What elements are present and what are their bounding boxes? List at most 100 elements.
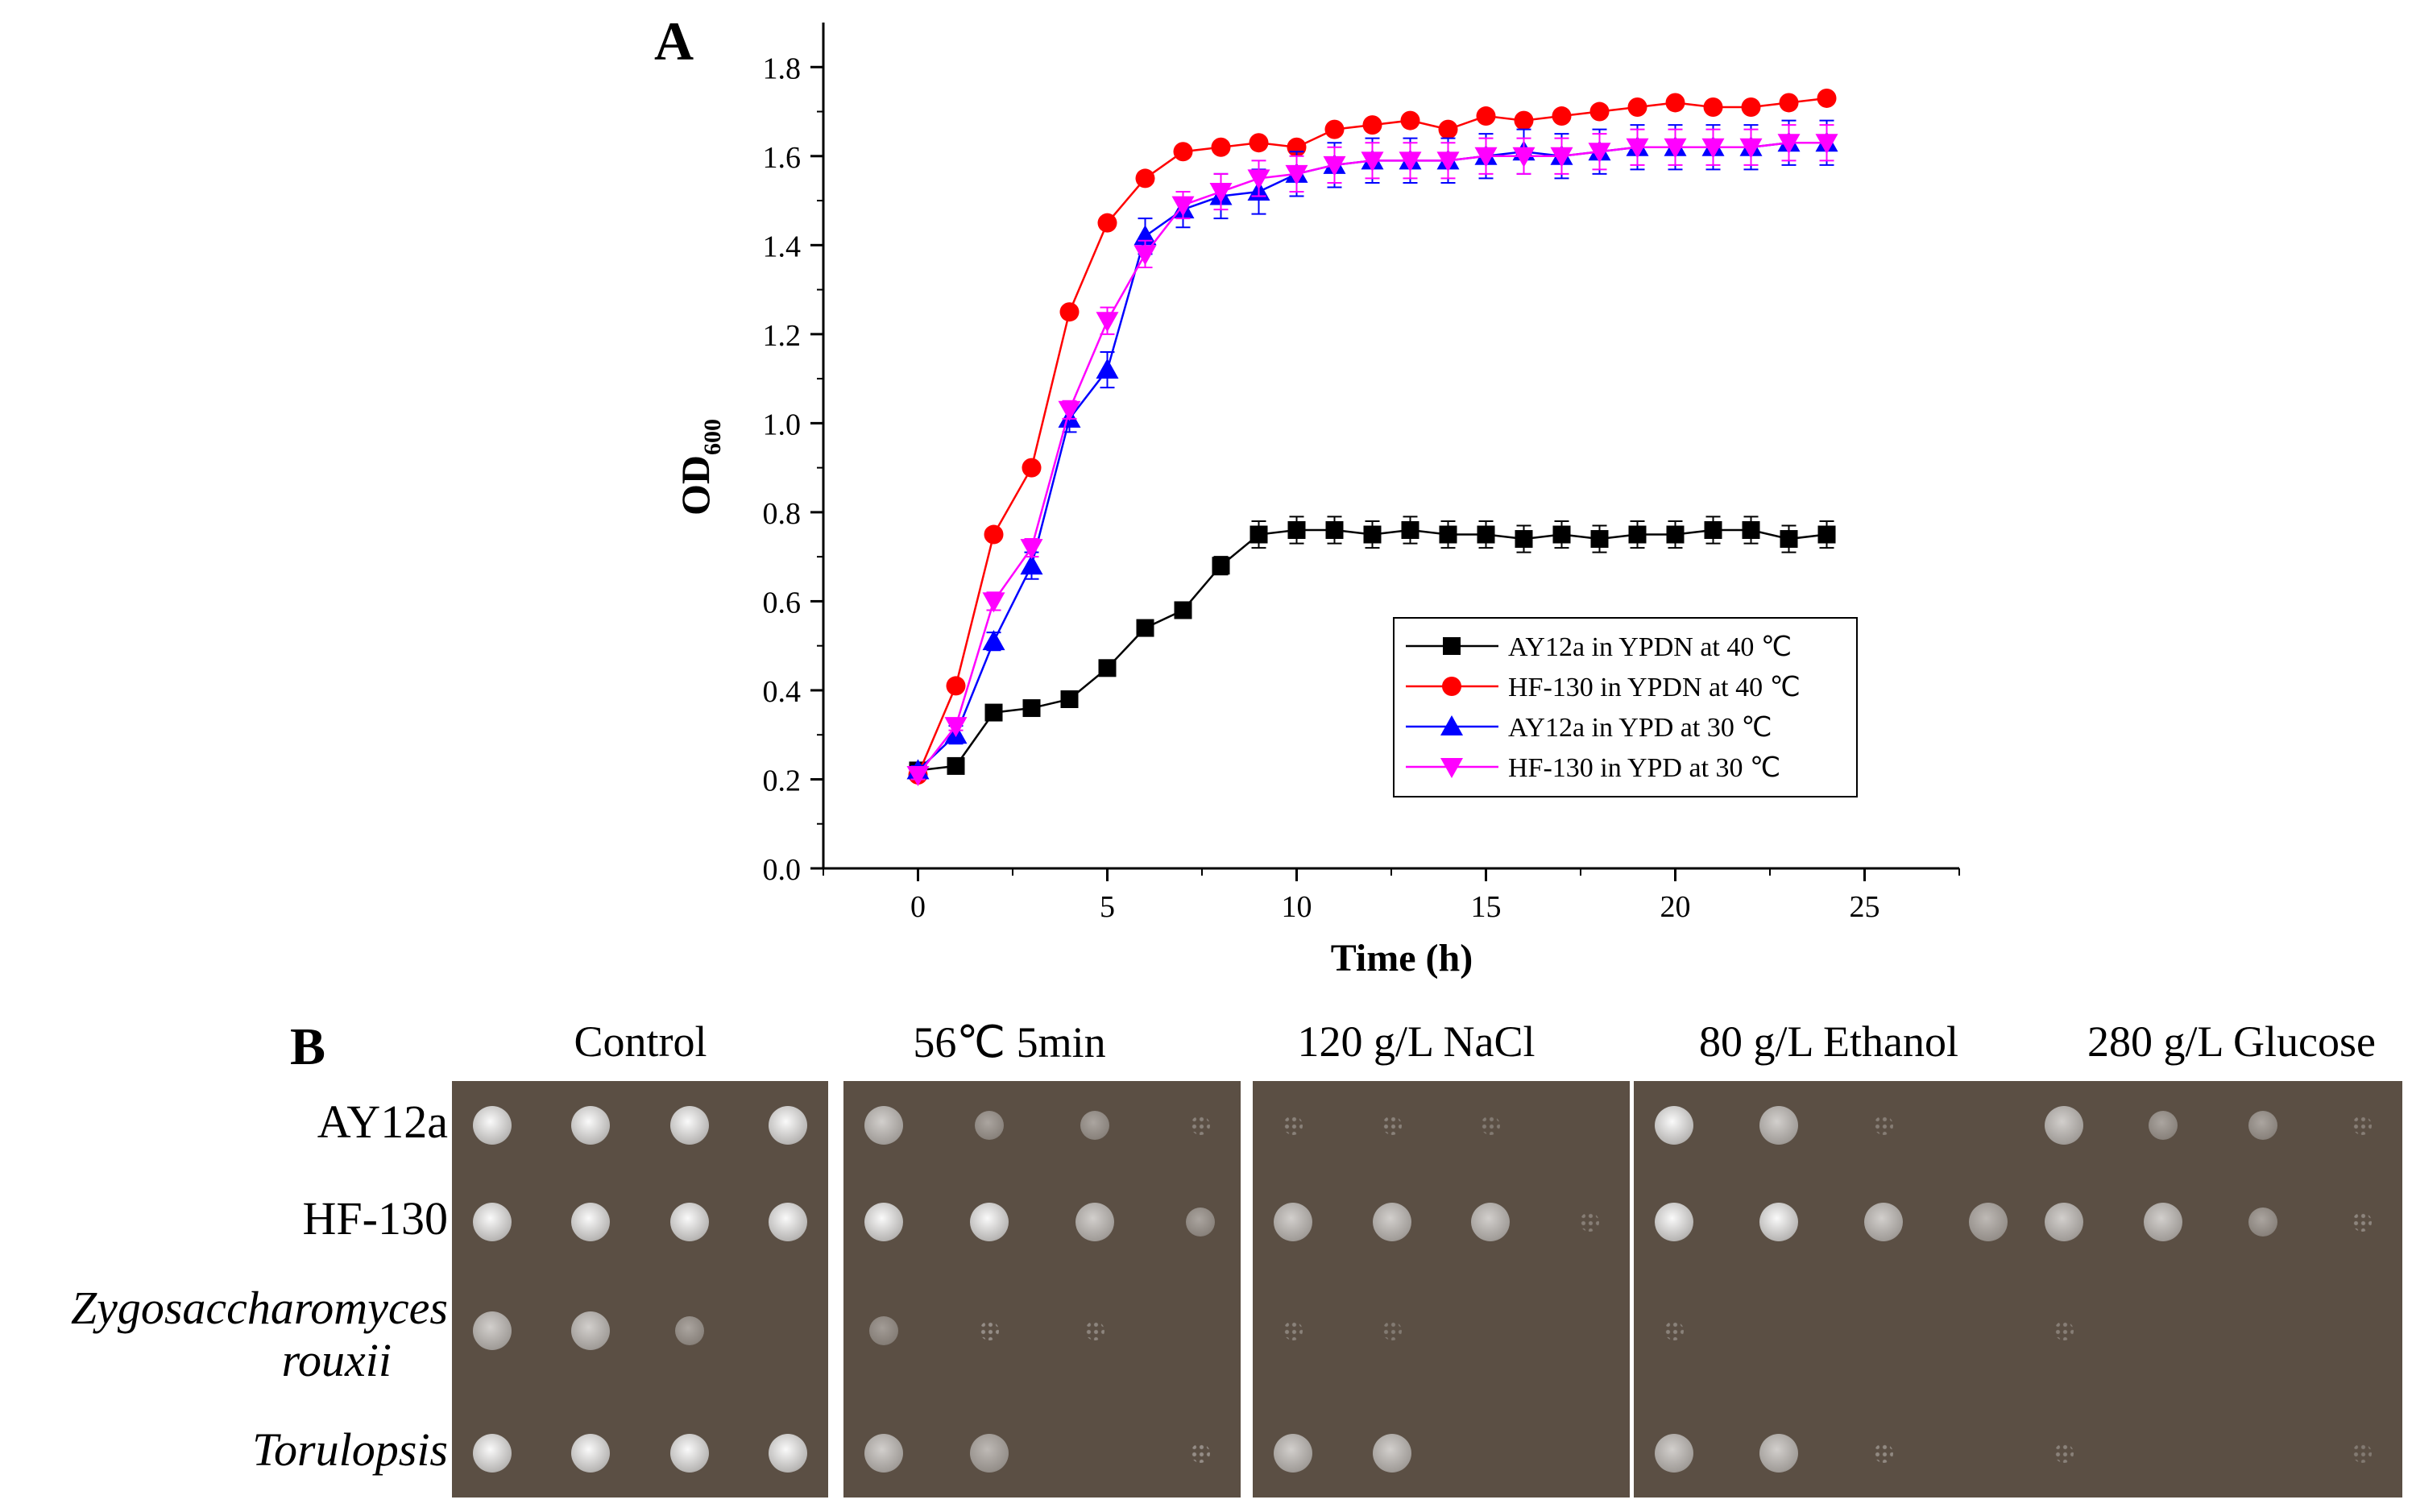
colony-spot xyxy=(1372,1434,1411,1473)
data-point xyxy=(1512,147,1535,168)
data-point xyxy=(1400,110,1420,130)
y-axis-label-sub: 600 xyxy=(699,419,726,455)
colony-spot xyxy=(571,1311,611,1350)
data-point xyxy=(1249,133,1269,153)
data-point xyxy=(1514,110,1534,130)
colony-spot xyxy=(669,1203,709,1241)
data-point xyxy=(1209,183,1233,203)
colony-spot xyxy=(571,1434,611,1473)
x-tick-label: 20 xyxy=(1660,890,1691,924)
data-point xyxy=(1020,554,1043,575)
colony-spot xyxy=(473,1434,512,1473)
y-tick-label: 1.4 xyxy=(763,230,802,263)
growth-curve-chart: 0.0 0.2 0.4 0.6 0.8 1.0 1.2 1.4 1.6 1.8 0 5 10 15 20 2… xyxy=(673,23,1960,980)
data-point xyxy=(944,717,968,738)
condition-label: 80 g/L Ethanol xyxy=(1699,1017,1958,1066)
agar-plate xyxy=(452,1081,828,1498)
data-point xyxy=(1174,601,1192,619)
colony-spot xyxy=(1372,1203,1411,1241)
panel-b-letter: B xyxy=(290,1017,326,1076)
strain-label: AY12a xyxy=(317,1096,448,1148)
colony-spot xyxy=(1274,1203,1312,1241)
data-point xyxy=(1477,525,1495,544)
colony-spot xyxy=(970,1203,1009,1241)
data-point xyxy=(1550,147,1573,168)
data-point xyxy=(1439,525,1457,544)
legend-marker xyxy=(1443,637,1461,655)
data-point xyxy=(1250,525,1268,544)
data-point xyxy=(1588,143,1611,164)
colony-spot xyxy=(1969,1203,2008,1241)
data-point xyxy=(1059,302,1080,322)
colony-spot xyxy=(2248,1111,2277,1140)
condition-label: 56℃ 5min xyxy=(913,1018,1106,1067)
data-point xyxy=(1324,119,1345,139)
svg-text:OD600: OD600 xyxy=(673,419,726,516)
colony-spot xyxy=(1655,1106,1693,1145)
colony-spot xyxy=(970,1434,1009,1473)
colony-spot xyxy=(1759,1434,1798,1473)
data-point xyxy=(1742,521,1760,539)
strain-label: HF-130 xyxy=(302,1192,448,1245)
data-point xyxy=(1438,119,1458,139)
condition-label: 120 g/L NaCl xyxy=(1297,1017,1535,1066)
data-point xyxy=(1628,525,1647,544)
legend-label: AY12a in YPDN at 40 ℃ xyxy=(1508,632,1792,662)
colony-spot xyxy=(669,1434,709,1473)
data-point xyxy=(1780,530,1798,549)
series-4 xyxy=(906,124,1838,786)
colony-spot xyxy=(864,1434,903,1473)
agar-plate xyxy=(1634,1081,2029,1498)
y-axis-label: OD600 xyxy=(673,419,726,516)
data-point xyxy=(1666,525,1685,544)
colony-spot xyxy=(473,1311,512,1350)
strain-label: Zygosaccharomyces rouxii xyxy=(0,1282,448,1387)
colony-spot xyxy=(2248,1208,2277,1237)
colony-spot xyxy=(1864,1203,1903,1241)
colony-spot xyxy=(769,1203,807,1241)
colony-spot xyxy=(1382,1321,1402,1340)
data-point xyxy=(1287,521,1306,539)
data-point xyxy=(1703,97,1723,117)
x-tick-label: 5 xyxy=(1100,890,1115,924)
colony-spot xyxy=(2054,1321,2074,1340)
colony-spot xyxy=(769,1434,807,1473)
y-tick-label: 1.0 xyxy=(763,408,802,441)
data-point xyxy=(1590,530,1609,549)
y-tick-label: 0.2 xyxy=(763,764,802,797)
colony-spot xyxy=(1085,1321,1104,1340)
agar-plate xyxy=(2024,1081,2402,1498)
x-tick-label: 0 xyxy=(910,890,926,924)
colony-spot xyxy=(1080,1111,1109,1140)
data-point xyxy=(1815,134,1838,155)
data-point xyxy=(1779,93,1799,113)
data-point xyxy=(1741,97,1761,117)
data-point xyxy=(1325,521,1344,539)
colony-spot xyxy=(2045,1106,2083,1145)
data-point xyxy=(1664,138,1687,159)
condition-label: Control xyxy=(574,1017,707,1066)
colony-spot xyxy=(1283,1116,1303,1135)
data-point xyxy=(1777,134,1801,155)
colony-spot xyxy=(1382,1116,1402,1135)
colony-spot xyxy=(1075,1203,1114,1241)
data-point xyxy=(1552,106,1572,126)
colony-spot xyxy=(1186,1208,1215,1237)
colony-spot xyxy=(2352,1212,2372,1232)
chart-legend: AY12a in YPDN at 40 ℃ HF-130 in YPDN at 4… xyxy=(1393,617,1858,797)
data-point xyxy=(984,524,1004,545)
data-point xyxy=(1173,142,1193,162)
data-point xyxy=(1701,138,1725,159)
colony-spot xyxy=(571,1203,611,1241)
data-point xyxy=(906,765,930,786)
legend-marker xyxy=(1440,758,1463,778)
y-axis-label-main: OD xyxy=(673,455,718,516)
strain-label-line: Zygosaccharomyces xyxy=(70,1282,448,1334)
data-point xyxy=(1133,245,1157,266)
data-point xyxy=(1436,151,1460,172)
colony-spot xyxy=(2149,1111,2178,1140)
data-point xyxy=(1552,525,1571,544)
colony-spot xyxy=(975,1111,1004,1140)
data-point xyxy=(947,756,965,775)
